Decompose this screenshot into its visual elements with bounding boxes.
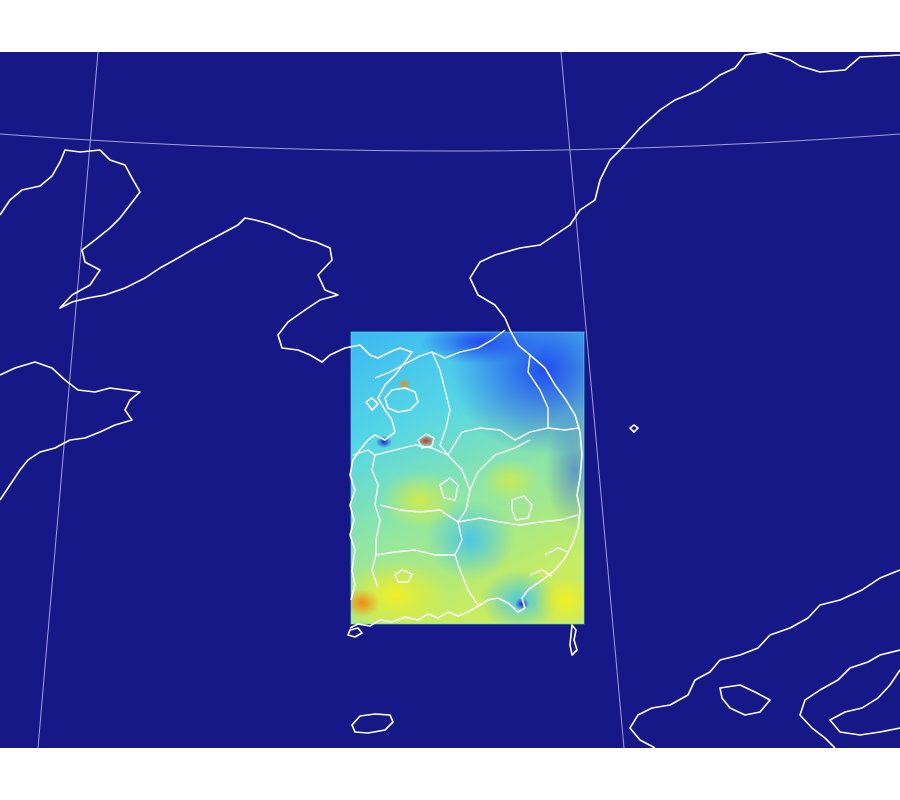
border-gyeongbuk-gyeongnam <box>457 514 579 526</box>
coastline-ganghwa <box>365 397 379 411</box>
border-ulsan <box>544 547 569 556</box>
border-busan <box>529 569 553 577</box>
border-west-bay <box>352 449 381 589</box>
field-peak-southwest <box>351 589 380 617</box>
border-dmz <box>374 329 506 379</box>
coastline-japan-shikoku <box>829 669 900 736</box>
coastline-japan-inner <box>719 684 771 716</box>
graticule-meridian-east <box>560 52 625 748</box>
map-canvas <box>0 52 900 748</box>
border-chungbuk-gyeongbuk <box>469 439 531 491</box>
coastlines <box>0 52 900 748</box>
field-high-east <box>480 458 540 502</box>
coastline-japan-kyushu <box>799 649 900 748</box>
field-peak-seoul <box>417 436 435 446</box>
coastline-northeast-mainland <box>469 52 900 331</box>
coastline-korea-west <box>0 149 413 601</box>
border-daegu <box>511 495 533 521</box>
border-daejeon <box>439 477 459 501</box>
field-peak-north <box>397 379 411 389</box>
border-gyeonggi-south <box>374 444 449 456</box>
border-gyeonggi-gangwon <box>431 351 451 456</box>
border-jeonnam-inner <box>394 569 413 583</box>
border-gangwon-east <box>527 354 549 428</box>
field-low-east <box>545 410 584 530</box>
coastline-gyeonggi-bay <box>384 387 419 413</box>
coastline-ulleung <box>629 424 639 433</box>
border-jeonbuk-jeonnam <box>375 549 455 556</box>
coastline-tsushima <box>569 624 578 656</box>
coastline-jeju <box>351 713 394 734</box>
coastline-south-island <box>347 627 363 638</box>
graticule-parallel <box>0 133 900 152</box>
coastline-korea-south <box>349 577 546 629</box>
border-chungnam-south <box>379 504 459 523</box>
field-high-southeast <box>535 575 584 624</box>
graticule-meridian-west <box>37 52 99 748</box>
border-jeolla-gyeongsang <box>454 521 479 606</box>
map-svg <box>0 52 900 748</box>
graticule-lines <box>0 52 900 748</box>
coastline-shandong <box>0 361 141 501</box>
coastline-japan-honshu <box>629 569 900 748</box>
province-borders <box>352 329 579 606</box>
coastline-korea-east <box>509 329 583 579</box>
border-gangwon-south <box>447 427 579 456</box>
field-low-incheon <box>376 436 392 448</box>
border-seoul <box>417 433 435 449</box>
